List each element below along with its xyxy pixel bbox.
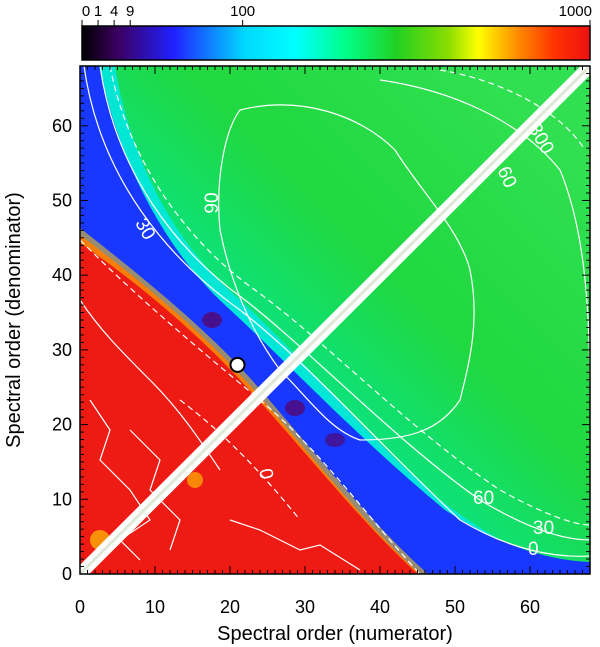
yellow-spot xyxy=(187,472,203,488)
contour-label: 90 xyxy=(202,192,223,213)
y-tick-label: 30 xyxy=(52,340,72,360)
x-tick-label: 60 xyxy=(520,597,540,617)
x-tick-label: 40 xyxy=(370,597,390,617)
colorbar-tick-label: 9 xyxy=(126,3,134,20)
colorbar-tick-label: 1 xyxy=(94,3,102,20)
y-tick-label: 50 xyxy=(52,190,72,210)
y-axis-ticks: 0 10 20 30 40 50 60 xyxy=(52,65,590,584)
marker-point xyxy=(229,356,246,373)
colorbar-tick-label: 1000 xyxy=(559,3,592,20)
x-tick-label: 50 xyxy=(445,597,465,617)
colorbar-tick-label: 4 xyxy=(110,3,118,20)
colorbar-gradient xyxy=(81,25,591,61)
main-diagonal-edge xyxy=(80,66,590,574)
x-tick-label: 10 xyxy=(145,597,165,617)
contour-label: 30 xyxy=(533,518,554,539)
colorbar: 0 1 4 9 100 1000 xyxy=(81,3,592,61)
dark-spot xyxy=(325,433,345,447)
colorbar-tick-label: 0 xyxy=(82,3,90,20)
x-tick-label: 20 xyxy=(220,597,240,617)
colorbar-tick-label: 100 xyxy=(230,3,255,20)
dark-spot xyxy=(285,400,305,416)
x-axis-ticks: 0 10 20 30 40 50 60 xyxy=(75,66,591,617)
x-axis-title: Spectral order (numerator) xyxy=(217,623,453,645)
y-tick-label: 20 xyxy=(52,415,72,435)
x-tick-label: 0 xyxy=(75,597,85,617)
contour-label: 60 xyxy=(473,488,494,509)
contour-label: 0 xyxy=(528,539,539,560)
heatmap-body xyxy=(80,66,590,574)
y-tick-label: 40 xyxy=(52,265,72,285)
y-tick-label: 60 xyxy=(52,116,72,136)
y-tick-label: 10 xyxy=(52,489,72,509)
x-tick-label: 30 xyxy=(295,597,315,617)
heatmap-transition xyxy=(80,228,428,574)
dark-spot xyxy=(202,312,222,328)
y-tick-label: 0 xyxy=(62,564,72,584)
contour-label: 0 xyxy=(254,467,277,481)
colorbar-ticks: 0 1 4 9 100 1000 xyxy=(81,3,592,26)
y-axis-title: Spectral order (denominator) xyxy=(3,192,25,448)
